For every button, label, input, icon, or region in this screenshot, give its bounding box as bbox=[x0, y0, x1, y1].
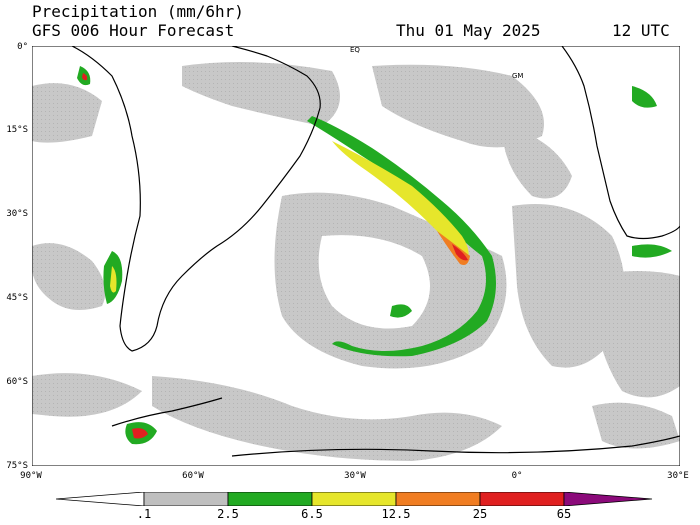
lat-tick-60s: 60°S bbox=[6, 377, 28, 387]
coastlines bbox=[71, 46, 680, 457]
colorbar-tick-25: 25 bbox=[472, 507, 488, 521]
lon-tick-60w: 60°W bbox=[182, 471, 204, 481]
lat-tick-30s: 30°S bbox=[6, 209, 28, 219]
precipitation-colorbar bbox=[56, 492, 653, 506]
colorbar-tick-2.5: 2.5 bbox=[217, 507, 239, 521]
lat-tick-75s: 75°S bbox=[6, 461, 28, 471]
lat-tick-0: 0° bbox=[17, 42, 28, 52]
lon-tick-30w: 30°W bbox=[344, 471, 366, 481]
lon-tick-30e: 30°E bbox=[667, 471, 689, 481]
lon-tick-0: 0° bbox=[511, 471, 523, 481]
lon-tick-90w: 90°W bbox=[20, 471, 42, 481]
forecast-subtitle: GFS 006 Hour Forecast bbox=[32, 21, 235, 40]
colorbar-red-segment bbox=[479, 492, 565, 506]
colorbar-purple-segment bbox=[563, 492, 653, 506]
colorbar-tick-6.5: 6.5 bbox=[301, 507, 323, 521]
colorbar-tick-12.5: 12.5 bbox=[381, 507, 411, 521]
colorbar-white-segment bbox=[56, 492, 145, 506]
heavy-precip-bands bbox=[77, 66, 672, 445]
chart-title: Precipitation (mm/6hr) bbox=[32, 2, 244, 21]
colorbar-orange-segment bbox=[395, 492, 481, 506]
equator-label: EQ bbox=[350, 46, 360, 54]
lat-tick-45s: 45°S bbox=[6, 293, 28, 303]
valid-date: Thu 01 May 2025 bbox=[396, 21, 541, 40]
colorbar-yellow-segment bbox=[311, 492, 397, 506]
colorbar-gray-segment bbox=[143, 492, 229, 506]
colorbar-green-segment bbox=[227, 492, 313, 506]
greenwich-label: GM bbox=[512, 72, 523, 80]
colorbar-tick-0.1: .1 bbox=[136, 507, 152, 521]
colorbar-tick-65: 65 bbox=[556, 507, 572, 521]
lat-tick-15s: 15°S bbox=[6, 125, 28, 135]
valid-time: 12 UTC bbox=[612, 21, 670, 40]
precipitation-map: EQ GM bbox=[32, 46, 680, 466]
